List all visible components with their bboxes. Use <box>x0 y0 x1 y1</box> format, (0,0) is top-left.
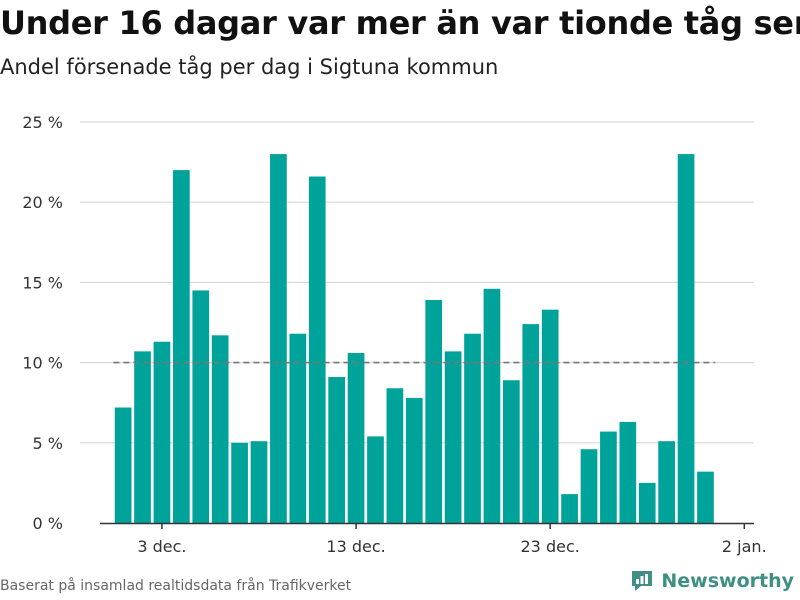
bar <box>503 380 520 523</box>
bar <box>134 351 151 523</box>
y-tick-label: 5 % <box>33 434 63 453</box>
bar <box>541 309 559 523</box>
bar <box>444 351 462 523</box>
y-tick-label: 25 % <box>22 113 63 132</box>
chart-subtitle: Andel försenade tåg per dag i Sigtuna ko… <box>0 55 499 79</box>
bar <box>211 335 229 523</box>
bar <box>464 333 481 523</box>
bar <box>483 288 501 523</box>
y-tick-label: 20 % <box>22 193 63 212</box>
bar <box>405 397 423 523</box>
bar <box>153 341 171 523</box>
chart-title: Under 16 dagar var mer än var tionde tåg… <box>0 4 800 42</box>
bar <box>658 441 675 523</box>
bar <box>231 442 248 523</box>
bar <box>192 290 210 523</box>
bar <box>697 471 714 523</box>
bar <box>173 170 190 523</box>
bar <box>289 333 307 523</box>
bar <box>328 377 345 523</box>
bar <box>367 436 384 523</box>
brand-logo[interactable]: Newsworthy <box>629 568 794 594</box>
x-tick-label: 23 dec. <box>521 537 580 556</box>
bar <box>386 388 404 523</box>
y-tick-label: 10 % <box>22 354 63 373</box>
y-tick-label: 15 % <box>22 273 63 292</box>
y-tick-label: 0 % <box>33 514 63 533</box>
bar <box>522 324 540 523</box>
newsworthy-logo-icon <box>632 571 653 591</box>
bar <box>677 154 695 523</box>
brand-name: Newsworthy <box>661 570 794 592</box>
bar <box>580 449 598 523</box>
x-tick-label: 3 dec. <box>137 537 186 556</box>
bar <box>114 407 132 523</box>
bar <box>600 431 617 523</box>
x-tick-label: 13 dec. <box>326 537 385 556</box>
x-tick-label: 2 jan. <box>722 537 767 556</box>
bar <box>619 421 637 523</box>
bar <box>250 441 268 523</box>
source-note: Baserat på insamlad realtidsdata från Tr… <box>0 578 352 594</box>
bar <box>270 154 287 523</box>
bar <box>425 300 443 523</box>
bar <box>561 494 578 523</box>
bar <box>308 176 326 523</box>
bar <box>347 352 365 523</box>
bar <box>638 482 656 523</box>
